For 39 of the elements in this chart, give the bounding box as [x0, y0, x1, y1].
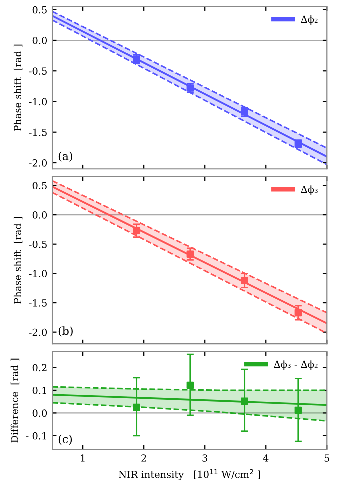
- y-axis-title: Difference [rad ]: [10, 358, 20, 443]
- point: [294, 309, 302, 317]
- y-tick-label: 0.0: [32, 410, 48, 418]
- y-tick-label: 0.5: [32, 182, 47, 190]
- point: [241, 277, 248, 284]
- x-tick-label: 1: [81, 454, 85, 462]
- point: [133, 227, 140, 235]
- point: [133, 404, 140, 412]
- y-axis-title: Phase shift [rad ]: [14, 44, 23, 132]
- x-tick-label: 4: [263, 454, 269, 462]
- y-tick-label: -1.0: [29, 98, 48, 106]
- x-tick-label: 5: [324, 454, 330, 462]
- annotation: (b): [58, 326, 73, 337]
- legend-label: Δϕ₃ - Δϕ₂: [274, 360, 318, 370]
- point: [294, 406, 302, 414]
- point: [186, 382, 194, 390]
- y-tick-label: 0.0: [32, 36, 48, 44]
- x-axis-title: NIR intensity [10$^{11}$ W/cm$^{2}$ ]: [119, 469, 260, 480]
- y-tick-label: -0.5: [29, 68, 47, 75]
- y-tick-label: -2.0: [29, 159, 48, 167]
- y-tick-label: 0.1: [32, 386, 46, 394]
- y-tick-label: 0.5: [32, 6, 47, 14]
- x-tick-label: 2: [142, 454, 146, 462]
- y-tick-label: -2.0: [29, 328, 48, 336]
- annotation: (a): [58, 152, 72, 162]
- y-tick-label: -1.5: [29, 128, 47, 136]
- point: [186, 250, 194, 258]
- y-tick-label: 0.2: [32, 364, 47, 372]
- point: [241, 398, 248, 406]
- y-tick-label: 0.0: [32, 212, 48, 219]
- y-tick-label: -1.0: [29, 270, 48, 278]
- y-tick-label: - 0.1: [26, 432, 46, 440]
- x-tick-label: 3: [202, 454, 208, 462]
- legend-label: Δϕ₃: [301, 186, 318, 196]
- y-tick-label: -1.5: [29, 300, 47, 307]
- y-axis-title: Phase shift [rad ]: [14, 217, 23, 304]
- y-tick-label: -0.5: [29, 240, 47, 248]
- annotation: (c): [58, 434, 72, 446]
- legend-label: Δϕ₂: [301, 16, 318, 25]
